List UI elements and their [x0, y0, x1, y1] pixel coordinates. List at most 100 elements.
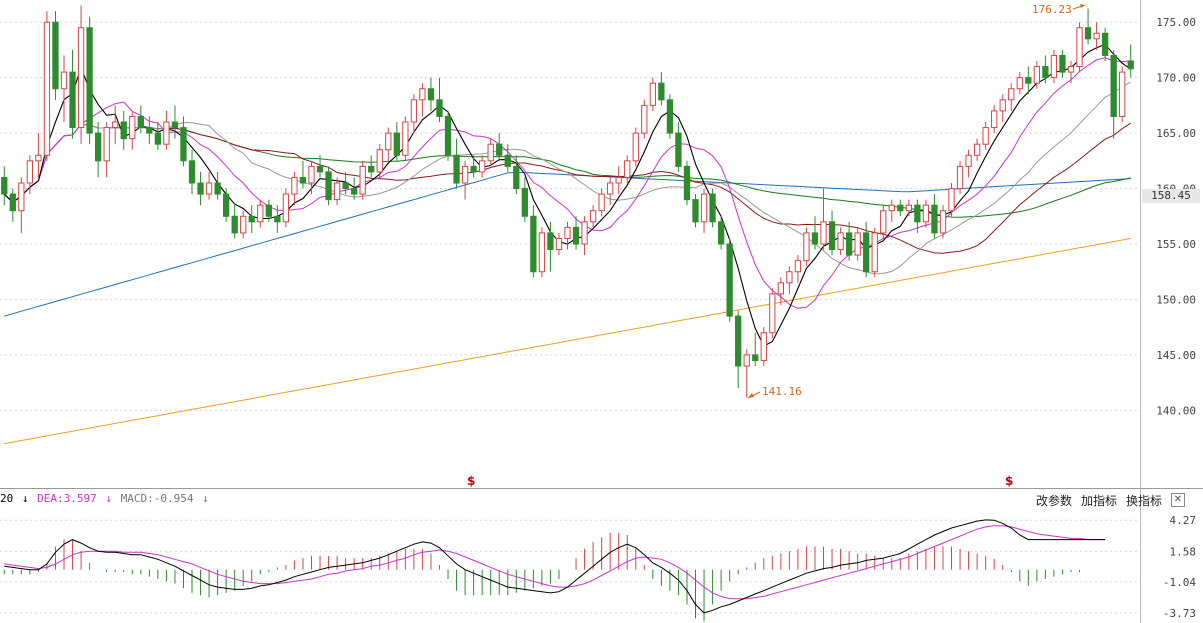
candle[interactable] — [427, 77, 435, 111]
candle[interactable] — [1110, 49, 1117, 139]
candle[interactable] — [658, 72, 665, 106]
candle[interactable] — [1067, 61, 1075, 84]
candle[interactable] — [837, 227, 844, 256]
candle[interactable] — [342, 171, 349, 195]
candle[interactable] — [735, 310, 742, 389]
candle[interactable] — [444, 110, 452, 161]
candle[interactable] — [453, 138, 460, 189]
candle[interactable] — [1008, 83, 1015, 111]
candle[interactable] — [43, 11, 51, 161]
candle[interactable] — [1084, 8, 1092, 45]
candle[interactable] — [700, 188, 708, 233]
candle[interactable] — [77, 5, 85, 145]
event-marker[interactable]: $ — [467, 474, 475, 488]
candle[interactable] — [103, 122, 110, 178]
candle[interactable] — [538, 227, 546, 278]
candle[interactable] — [205, 171, 213, 200]
candle[interactable] — [368, 155, 375, 178]
candle[interactable] — [1119, 66, 1126, 122]
candle[interactable] — [845, 221, 853, 261]
candle[interactable] — [1042, 55, 1049, 84]
candle[interactable] — [1, 166, 8, 206]
candle[interactable] — [863, 221, 870, 278]
candle[interactable] — [922, 199, 930, 228]
candle[interactable] — [120, 110, 127, 150]
candle[interactable] — [496, 133, 503, 161]
candle[interactable] — [965, 149, 972, 178]
candle[interactable] — [880, 205, 887, 239]
candle[interactable] — [282, 188, 290, 228]
candle[interactable] — [231, 205, 238, 239]
candle[interactable] — [991, 105, 998, 134]
candle[interactable] — [675, 122, 682, 172]
candle[interactable] — [436, 77, 443, 122]
change-params-button[interactable]: 改参数 — [1035, 493, 1072, 508]
candle[interactable] — [581, 216, 588, 256]
candle[interactable] — [257, 199, 264, 228]
candle[interactable] — [811, 216, 819, 250]
candle[interactable] — [171, 105, 179, 139]
candle[interactable] — [86, 16, 93, 145]
candle[interactable] — [769, 288, 776, 339]
candle[interactable] — [513, 155, 520, 195]
candle[interactable] — [112, 105, 119, 145]
candle[interactable] — [1050, 49, 1058, 84]
close-icon[interactable]: ✕ — [1171, 493, 1185, 507]
candle[interactable] — [479, 155, 486, 178]
candle[interactable] — [794, 255, 802, 283]
candle[interactable] — [931, 194, 938, 239]
candle[interactable] — [60, 55, 68, 122]
switch-indicator-button[interactable]: 换指标 — [1125, 493, 1162, 508]
candle[interactable] — [666, 94, 674, 139]
candle[interactable] — [18, 177, 25, 233]
candle[interactable] — [615, 166, 622, 195]
candle[interactable] — [69, 49, 76, 139]
event-marker[interactable]: $ — [1005, 474, 1013, 488]
candle[interactable] — [760, 327, 767, 366]
candle[interactable] — [137, 105, 144, 134]
candle[interactable] — [521, 177, 528, 222]
candle[interactable] — [52, 11, 59, 100]
candle[interactable] — [683, 160, 691, 206]
candle[interactable] — [530, 205, 537, 278]
candle[interactable] — [333, 177, 341, 206]
candle[interactable] — [248, 205, 255, 233]
candle[interactable] — [240, 210, 247, 239]
candle[interactable] — [487, 138, 494, 167]
candle[interactable] — [316, 155, 324, 178]
candle[interactable] — [1025, 66, 1032, 95]
candle[interactable] — [939, 205, 947, 239]
candle[interactable] — [905, 199, 912, 217]
candle[interactable] — [871, 227, 878, 278]
candle[interactable] — [624, 155, 631, 183]
candle[interactable] — [803, 227, 810, 267]
candle[interactable] — [325, 166, 332, 206]
candle[interactable] — [726, 238, 733, 322]
candle[interactable] — [632, 127, 639, 167]
candle[interactable] — [223, 188, 230, 222]
candle[interactable] — [752, 332, 759, 366]
candle[interactable] — [35, 133, 42, 178]
candle[interactable] — [564, 221, 571, 250]
candle[interactable] — [777, 277, 784, 305]
candle[interactable] — [743, 349, 750, 398]
candle[interactable] — [999, 94, 1006, 122]
candle[interactable] — [1033, 61, 1041, 89]
candle[interactable] — [1076, 22, 1083, 73]
candle[interactable] — [188, 149, 196, 195]
candle[interactable] — [129, 110, 136, 150]
candle[interactable] — [410, 94, 418, 134]
candle[interactable] — [146, 116, 153, 145]
candle[interactable] — [504, 144, 511, 172]
candle[interactable] — [180, 116, 187, 167]
candle[interactable] — [214, 171, 221, 200]
candle[interactable] — [888, 199, 895, 222]
candle[interactable] — [291, 171, 298, 206]
candle[interactable] — [709, 188, 716, 228]
candle[interactable] — [1093, 22, 1100, 50]
candle[interactable] — [419, 83, 426, 117]
candle[interactable] — [572, 216, 580, 250]
candle[interactable] — [461, 160, 469, 200]
candle[interactable] — [1016, 72, 1023, 95]
